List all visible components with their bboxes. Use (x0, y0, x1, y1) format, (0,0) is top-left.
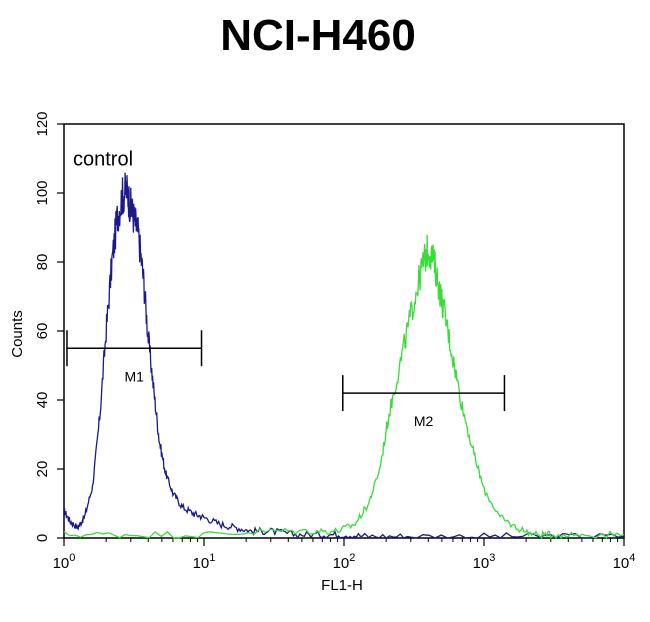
gates-layer: M1 M2 (66, 330, 506, 429)
gate-label: M2 (414, 413, 434, 429)
x-tick-exponent: 3 (489, 552, 495, 564)
y-tick-label: 40 (34, 392, 51, 409)
x-tick-base: 10 (613, 555, 630, 572)
control-histogram-line (63, 172, 625, 540)
y-tick-label: 120 (34, 111, 51, 136)
x-tick-label: 102 (333, 552, 356, 572)
x-tick-base: 10 (53, 555, 70, 572)
y-tick-label: 20 (34, 461, 51, 478)
gate-label: M1 (125, 368, 145, 384)
annotation-layer: control (73, 148, 133, 170)
y-tick-label: 100 (34, 180, 51, 205)
x-tick-base: 10 (473, 555, 490, 572)
y-tick-label: 0 (34, 534, 51, 542)
x-axis-ticks: 100 101 102 103 104 (53, 538, 636, 572)
x-tick-exponent: 4 (629, 552, 635, 564)
x-tick-base: 10 (333, 555, 350, 572)
y-tick-label: 60 (34, 323, 51, 340)
x-tick-exponent: 2 (349, 552, 355, 564)
x-tick-exponent: 1 (209, 552, 215, 564)
series-layer (63, 172, 625, 540)
x-tick-label: 104 (613, 552, 636, 572)
y-tick-label: 80 (34, 254, 51, 271)
y-axis-ticks: 0 20 40 60 80 100 120 (34, 111, 64, 542)
sample-histogram-line (63, 234, 625, 540)
x-axis-label: FL1-H (321, 577, 363, 594)
plot-border (63, 123, 625, 539)
control-annotation: control (73, 148, 133, 170)
x-tick-base: 10 (193, 555, 210, 572)
x-tick-label: 103 (473, 552, 496, 572)
x-tick-label: 100 (53, 552, 76, 572)
chart-title: NCI-H460 (220, 11, 416, 60)
y-axis-label: Counts (9, 310, 26, 358)
plot-frame (63, 123, 625, 539)
x-tick-label: 101 (193, 552, 216, 572)
x-tick-exponent: 0 (69, 552, 75, 564)
